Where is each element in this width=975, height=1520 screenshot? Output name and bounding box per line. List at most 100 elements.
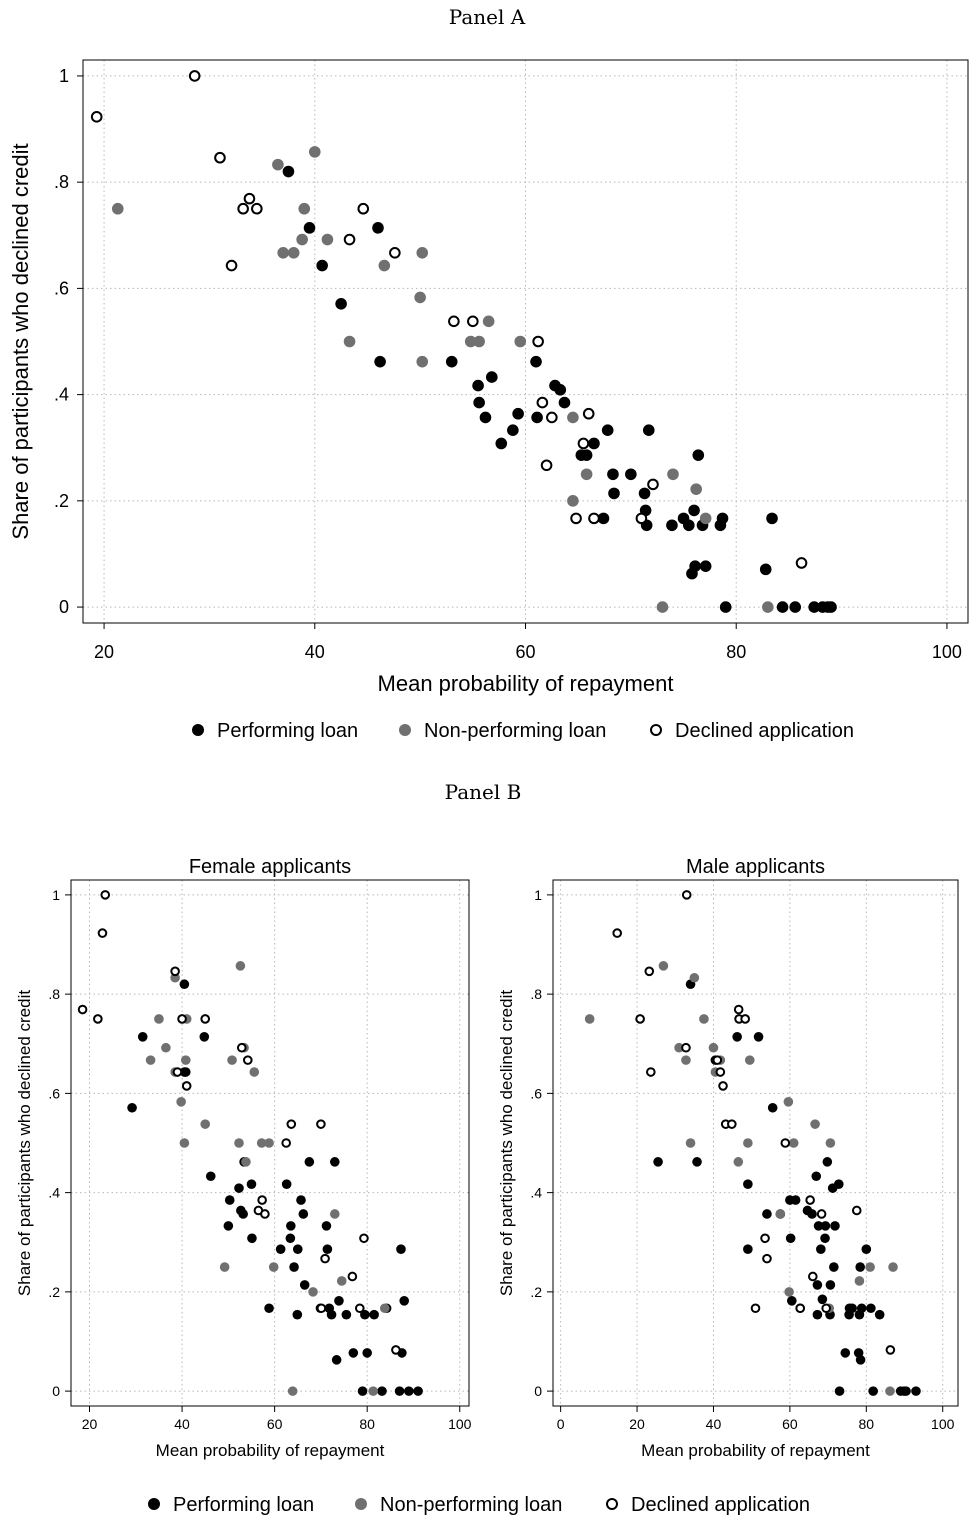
point-declined: [582, 407, 595, 420]
point-performing: [531, 411, 543, 424]
point-non-performing: [180, 1055, 191, 1065]
point-declined: [808, 1271, 818, 1282]
point-non-performing: [708, 1042, 719, 1053]
legend-b-performing-marker: [148, 1498, 160, 1510]
point-performing: [374, 355, 386, 368]
point-non-performing: [567, 495, 579, 507]
point-performing: [292, 1244, 303, 1254]
point-performing: [296, 1195, 306, 1205]
point-non-performing: [733, 1157, 744, 1167]
point-performing: [224, 1195, 235, 1205]
x-tick-label: 80: [859, 1416, 875, 1432]
point-non-performing: [473, 335, 485, 348]
point-performing: [653, 1157, 663, 1167]
point-declined: [260, 1209, 270, 1219]
x-tick-label: 40: [174, 1416, 190, 1432]
point-performing: [199, 1032, 210, 1042]
point-declined: [181, 1081, 192, 1091]
point-performing: [282, 165, 295, 178]
point-performing: [767, 1102, 778, 1113]
y-tick-label: .8: [54, 172, 69, 192]
point-declined: [795, 557, 808, 569]
point-performing: [554, 384, 567, 396]
point-declined: [188, 70, 201, 82]
point-performing: [833, 1179, 844, 1189]
point-performing: [180, 1067, 191, 1077]
legend-performing-marker: [192, 724, 204, 736]
panel-a-title: Panel A: [449, 5, 526, 29]
point-declined: [536, 396, 549, 409]
point-performing: [362, 1348, 372, 1358]
point-declined: [740, 1014, 750, 1024]
point-declined: [93, 1014, 103, 1024]
legend-declined-marker: [650, 724, 662, 736]
x-tick-label: 0: [557, 1416, 565, 1432]
x-tick-label: 100: [448, 1416, 472, 1432]
point-non-performing: [690, 483, 702, 495]
point-non-performing: [414, 291, 426, 304]
point-declined: [588, 512, 600, 525]
point-declined: [97, 928, 108, 938]
point-performing: [834, 1386, 845, 1396]
point-performing: [304, 1157, 315, 1167]
point-performing: [829, 1262, 839, 1272]
x-tick-label: 80: [359, 1416, 375, 1432]
point-non-performing: [308, 146, 321, 158]
point-non-performing: [287, 1386, 298, 1396]
point-non-performing: [584, 1014, 595, 1024]
point-non-performing: [249, 1067, 260, 1077]
point-declined: [236, 1042, 247, 1053]
point-performing: [472, 379, 484, 392]
point-declined: [237, 202, 249, 215]
point-declined: [795, 1303, 806, 1314]
point-non-performing: [321, 233, 334, 246]
point-performing: [811, 1171, 822, 1182]
point-non-performing: [227, 1055, 237, 1065]
point-performing: [825, 601, 837, 613]
point-non-performing: [580, 468, 593, 481]
plot-female-applicants: 20 40 60 80 100 0 .2 .4 .6 .8 1 Mean probability of…: [15, 856, 472, 1460]
point-performing: [360, 1309, 370, 1320]
x-tick-label: 60: [267, 1416, 283, 1432]
point-non-performing: [277, 247, 289, 259]
y-tick-label: 0: [52, 1383, 60, 1399]
point-non-performing: [674, 1042, 684, 1053]
point-declined: [532, 335, 544, 348]
point-declined: [391, 1345, 401, 1355]
point-performing: [334, 1296, 344, 1306]
point-non-performing: [744, 1055, 755, 1065]
point-declined: [577, 437, 590, 450]
point-declined: [281, 1138, 291, 1148]
point-non-performing: [378, 259, 391, 272]
point-non-performing: [825, 1138, 836, 1148]
point-performing: [445, 355, 458, 368]
point-non-performing: [343, 335, 356, 348]
point-non-performing: [888, 1262, 898, 1272]
point-performing: [762, 1209, 772, 1219]
point-performing: [847, 1303, 857, 1314]
y-tick-label: .6: [48, 1085, 60, 1101]
point-non-performing: [176, 1097, 186, 1107]
point-non-performing: [145, 1055, 156, 1065]
point-declined: [354, 1303, 365, 1314]
point-non-performing: [482, 315, 495, 328]
point-non-performing: [308, 1287, 318, 1297]
point-declined: [760, 1233, 770, 1244]
point-performing: [495, 437, 508, 450]
point-non-performing: [775, 1209, 786, 1219]
legend-b-declined-marker: [606, 1498, 618, 1510]
point-performing: [808, 601, 820, 613]
y-tick-label: .4: [54, 385, 69, 405]
point-non-performing: [234, 1138, 244, 1148]
point-non-performing: [865, 1262, 875, 1272]
point-non-performing: [241, 1157, 251, 1167]
y-axis-label: Share of participants who declined credi…: [497, 990, 516, 1296]
point-non-performing: [296, 233, 308, 246]
y-tick-label: .6: [530, 1085, 542, 1101]
plot-frame: [70, 879, 470, 1407]
point-non-performing: [854, 1276, 865, 1286]
point-declined: [750, 1303, 761, 1314]
subplot-title: Female applicants: [189, 856, 351, 878]
point-performing: [292, 1309, 303, 1320]
point-performing: [396, 1244, 406, 1254]
